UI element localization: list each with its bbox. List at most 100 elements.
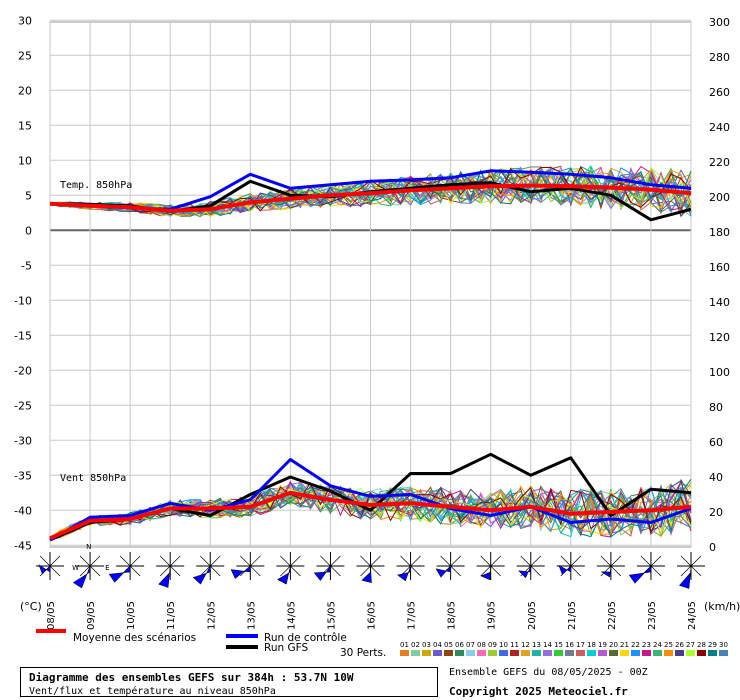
wind-rose bbox=[476, 552, 505, 581]
pert-number: 29 bbox=[708, 641, 717, 649]
y-left-tick: 15 bbox=[18, 119, 32, 132]
y-right-tick: 20 bbox=[709, 506, 723, 519]
pert-swatch bbox=[675, 650, 684, 656]
pert-swatch bbox=[631, 650, 640, 656]
x-tick-label: 10/05 bbox=[126, 601, 137, 630]
wind-rose bbox=[230, 552, 265, 580]
pert-swatch bbox=[521, 650, 530, 656]
rose-petal bbox=[396, 565, 411, 582]
x-tick-label: 12/05 bbox=[206, 601, 217, 630]
pert-number: 02 bbox=[411, 641, 420, 649]
pert-swatch bbox=[686, 650, 695, 656]
pert-swatch bbox=[653, 650, 662, 656]
chart-info-box: Diagramme des ensembles GEFS sur 384h : … bbox=[20, 667, 438, 697]
pert-number: 24 bbox=[653, 641, 662, 649]
y-left-tick: -25 bbox=[14, 399, 32, 412]
wind-rose bbox=[192, 552, 225, 585]
y-left-tick: -35 bbox=[14, 469, 32, 482]
pert-swatch bbox=[488, 650, 497, 656]
x-tick-label: 17/05 bbox=[407, 601, 418, 630]
pert-number: 26 bbox=[675, 641, 684, 649]
y-right-tick: 100 bbox=[709, 366, 730, 379]
wind-rose bbox=[276, 552, 305, 585]
rose-petal bbox=[313, 565, 331, 582]
rose-petal bbox=[158, 565, 171, 588]
legend-control-label: Run de contrôle bbox=[264, 632, 347, 644]
wind-rose bbox=[72, 552, 105, 589]
pert-swatch bbox=[642, 650, 651, 656]
rose-petal bbox=[72, 565, 91, 589]
wind-rose bbox=[356, 552, 385, 584]
pert-swatch bbox=[477, 650, 486, 656]
pert-swatch bbox=[609, 650, 618, 656]
rose-petal bbox=[600, 565, 612, 578]
copyright: Copyright 2025 Meteociel.fr bbox=[449, 685, 628, 698]
rose-petal bbox=[108, 565, 131, 583]
chart-grid bbox=[49, 19, 692, 548]
pert-number: 14 bbox=[543, 641, 552, 649]
pert-number: 03 bbox=[422, 641, 431, 649]
y-left-tick: 5 bbox=[25, 189, 32, 202]
pert-number: 17 bbox=[576, 641, 585, 649]
y-right-tick: 280 bbox=[709, 51, 730, 64]
legend: Moyenne des scénarios Run de contrôle Ru… bbox=[36, 629, 728, 659]
pert-number: 10 bbox=[499, 641, 508, 649]
y-left-tick: 10 bbox=[18, 154, 32, 167]
x-tick-label: 22/05 bbox=[607, 601, 618, 630]
pert-swatch bbox=[400, 650, 409, 656]
x-tick-label: 20/05 bbox=[527, 601, 538, 630]
x-tick-label: 18/05 bbox=[447, 601, 458, 630]
pert-number: 19 bbox=[598, 641, 607, 649]
compass-n: N bbox=[86, 543, 91, 551]
y-left-tick: 20 bbox=[18, 84, 32, 97]
wind-roses: N W E bbox=[36, 543, 705, 589]
pert-swatch bbox=[510, 650, 519, 656]
pert-swatch bbox=[565, 650, 574, 656]
x-tick-label: 16/05 bbox=[367, 601, 378, 630]
rose-petal bbox=[628, 565, 652, 584]
pert-number: 27 bbox=[686, 641, 695, 649]
pert-number: 16 bbox=[565, 641, 574, 649]
y-left-tick: -10 bbox=[14, 294, 32, 307]
wind-rose bbox=[396, 552, 425, 582]
x-tick-label: 24/05 bbox=[687, 601, 698, 630]
pert-swatch bbox=[554, 650, 563, 656]
pert-swatch bbox=[455, 650, 464, 656]
y-right-tick: 240 bbox=[709, 121, 730, 134]
pert-number: 22 bbox=[631, 641, 640, 649]
pert-number: 08 bbox=[477, 641, 486, 649]
y-left-tick: -45 bbox=[14, 539, 32, 552]
perturbation-line bbox=[49, 480, 692, 539]
wind-rose bbox=[435, 552, 465, 580]
y-right-tick: 60 bbox=[709, 436, 723, 449]
pert-swatch bbox=[422, 650, 431, 656]
y-right-tick: 180 bbox=[709, 226, 730, 239]
pert-number: 07 bbox=[466, 641, 475, 649]
run-info: Ensemble GEFS du 08/05/2025 - 00Z bbox=[449, 667, 648, 678]
pert-swatch bbox=[444, 650, 453, 656]
y-right-tick: 220 bbox=[709, 156, 730, 169]
compass-e: E bbox=[105, 564, 109, 572]
x-tick-label: 11/05 bbox=[166, 601, 177, 630]
wind-rose bbox=[36, 552, 64, 580]
pert-number: 11 bbox=[510, 641, 519, 649]
pert-number: 15 bbox=[554, 641, 563, 649]
rose-petal bbox=[480, 565, 491, 581]
y-left-tick: -5 bbox=[21, 259, 32, 272]
y-right-tick: 120 bbox=[709, 331, 730, 344]
rose-petal bbox=[192, 565, 211, 585]
wind-rose bbox=[677, 552, 705, 589]
y-left-tick: -20 bbox=[14, 364, 32, 377]
pert-number: 04 bbox=[433, 641, 442, 649]
pert-color-legend: 01 02 03 04 05 06 07 08 09 10 11 12 13 14 15 16 17 18 19 20… bbox=[400, 641, 728, 656]
pert-number: 12 bbox=[521, 641, 530, 649]
rose-petal bbox=[558, 564, 572, 576]
y-left-tick: -40 bbox=[14, 504, 32, 517]
pert-number: 13 bbox=[532, 641, 541, 649]
pert-number: 18 bbox=[587, 641, 596, 649]
control-line bbox=[49, 458, 692, 542]
chart-subtitle: Vent/flux et température au niveau 850hP… bbox=[29, 686, 276, 697]
y-right-tick: 40 bbox=[709, 471, 723, 484]
pert-number: 21 bbox=[620, 641, 629, 649]
rose-petal bbox=[361, 565, 372, 584]
